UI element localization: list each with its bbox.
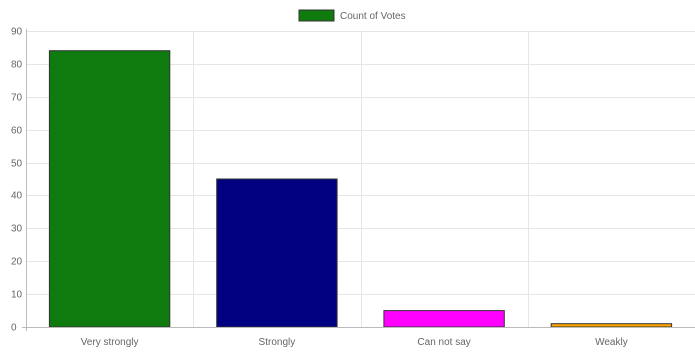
y-tick-label: 90 [11, 27, 23, 38]
bar-strongly[interactable] [216, 178, 338, 328]
legend-swatch[interactable] [298, 9, 335, 22]
tick-labels: 0 10 20 30 40 50 60 70 80 90 Very strongly Strongly… [11, 27, 628, 349]
x-tick-label: Can not say [417, 337, 470, 348]
y-tick-label: 70 [11, 93, 23, 104]
y-tick-label: 60 [11, 126, 23, 137]
axes [22, 29, 695, 331]
y-tick-label: 40 [11, 191, 23, 202]
x-tick-label: Very strongly [81, 337, 139, 348]
y-tick-label: 10 [11, 290, 23, 301]
legend[interactable]: Count of Votes [298, 9, 406, 22]
y-tick-label: 20 [11, 257, 23, 268]
bar-very-strongly[interactable] [48, 50, 171, 328]
bars [48, 50, 673, 328]
y-tick-label: 30 [11, 224, 23, 235]
y-tick-label: 0 [11, 323, 17, 334]
bar-can-not-say[interactable] [383, 310, 505, 328]
legend-label[interactable]: Count of Votes [340, 11, 406, 22]
y-tick-label: 80 [11, 60, 23, 71]
x-tick-label: Strongly [259, 337, 296, 348]
bar-weakly[interactable] [550, 323, 673, 328]
x-tick-label: Weakly [595, 337, 628, 348]
y-tick-label: 50 [11, 159, 23, 170]
